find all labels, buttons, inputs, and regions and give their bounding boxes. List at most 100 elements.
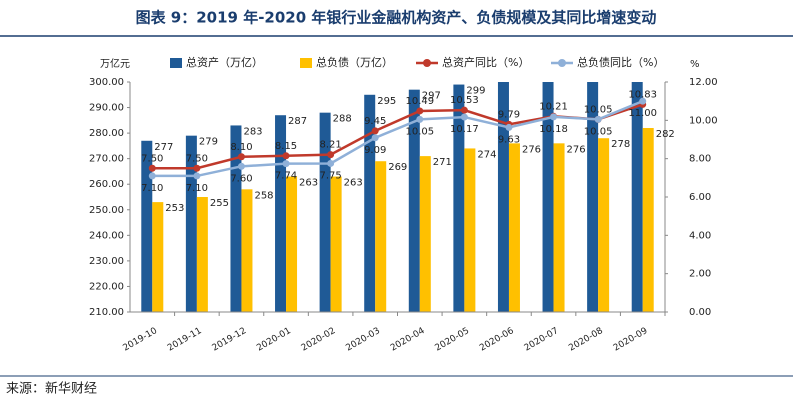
value-label: 282 xyxy=(656,129,675,140)
bar xyxy=(631,82,643,312)
point xyxy=(148,164,156,172)
bar xyxy=(141,140,153,312)
y-tick-label: 250.00 xyxy=(89,205,124,216)
bar xyxy=(497,82,509,312)
bar xyxy=(553,143,565,312)
value-label: 7.74 xyxy=(275,171,297,182)
bar xyxy=(330,176,342,312)
point xyxy=(193,164,201,172)
value-label: 263 xyxy=(299,178,318,189)
value-label: 7.75 xyxy=(319,170,341,181)
value-label: 253 xyxy=(165,203,184,214)
point xyxy=(148,172,156,180)
value-label: 8.15 xyxy=(275,141,297,152)
line xyxy=(152,100,644,178)
bar xyxy=(542,82,554,312)
bar xyxy=(319,112,331,312)
value-label: 255 xyxy=(210,198,229,209)
bar xyxy=(185,135,197,312)
y2-tick-label: 6.00 xyxy=(689,192,711,203)
legend-label: 总资产同比（%） xyxy=(442,55,529,69)
x-tick-label: 2020-08 xyxy=(567,326,605,354)
x-tick-label: 2020-05 xyxy=(434,326,472,353)
value-label: 277 xyxy=(154,142,173,153)
point xyxy=(550,113,558,121)
point xyxy=(371,134,379,142)
point xyxy=(282,152,290,160)
value-label: 287 xyxy=(288,116,307,127)
point xyxy=(416,115,424,123)
value-label: 299 xyxy=(466,86,485,97)
y2-tick-label: 2.00 xyxy=(689,269,711,280)
value-label: 297 xyxy=(422,91,441,102)
value-label: 283 xyxy=(243,126,262,137)
point xyxy=(193,172,201,180)
value-label: 10.05 xyxy=(405,126,434,137)
value-label: 10.05 xyxy=(584,104,613,115)
value-label: 9.09 xyxy=(364,145,386,156)
y-tick-label: 300.00 xyxy=(89,77,124,88)
y-tick-label: 280.00 xyxy=(89,128,124,139)
value-label: 10.49 xyxy=(405,96,434,107)
bar xyxy=(364,94,376,312)
point xyxy=(327,159,335,167)
bar xyxy=(286,176,298,312)
x-tick-label: 2019-10 xyxy=(121,326,159,354)
x-tick-label: 2020-06 xyxy=(478,326,516,354)
value-label: 7.10 xyxy=(186,183,208,194)
value-label: 271 xyxy=(433,157,452,168)
y2-tick-label: 8.00 xyxy=(689,154,711,165)
x-tick-label: 2020-03 xyxy=(344,326,382,353)
point xyxy=(460,113,468,121)
bar xyxy=(419,156,431,312)
point xyxy=(594,115,602,123)
y-tick-label: 290.00 xyxy=(89,103,124,114)
value-label: 10.53 xyxy=(450,95,479,106)
value-label: 263 xyxy=(344,178,363,189)
x-tick-label: 2020-09 xyxy=(612,326,650,354)
bar xyxy=(408,89,420,312)
value-label: 9.45 xyxy=(364,116,386,127)
y2-tick-label: 0.00 xyxy=(689,307,711,318)
bar xyxy=(275,115,287,312)
value-label: 7.50 xyxy=(186,153,208,164)
bar xyxy=(598,138,610,312)
value-label: 279 xyxy=(199,137,218,148)
value-label: 10.05 xyxy=(584,126,613,137)
legend-marker xyxy=(423,59,431,67)
value-label: 8.21 xyxy=(319,140,341,151)
bar xyxy=(453,84,465,312)
y2-tick-label: 10.00 xyxy=(689,115,718,126)
point xyxy=(505,123,513,131)
legend-swatch xyxy=(300,58,312,68)
bar xyxy=(152,202,164,312)
legend-label: 总负债（万亿） xyxy=(316,55,393,69)
value-label: 258 xyxy=(254,190,273,201)
value-label: 274 xyxy=(477,149,496,160)
value-label: 276 xyxy=(522,144,541,155)
value-label: 10.21 xyxy=(539,101,568,112)
bar xyxy=(508,143,520,312)
x-tick-label: 2020-02 xyxy=(300,326,338,353)
value-label: 10.18 xyxy=(539,124,568,135)
value-label: 9.63 xyxy=(498,134,520,145)
value-label: 8.10 xyxy=(230,142,252,153)
value-label: 278 xyxy=(611,139,630,150)
legend-label: 总负债同比（%） xyxy=(577,55,664,69)
y-tick-label: 230.00 xyxy=(89,256,124,267)
point xyxy=(327,151,335,159)
value-label: 276 xyxy=(567,144,586,155)
value-label: 288 xyxy=(333,114,352,125)
point xyxy=(237,162,245,170)
y2-tick-label: 4.00 xyxy=(689,230,711,241)
x-tick-label: 2019-11 xyxy=(166,326,204,353)
legend-marker xyxy=(558,59,566,67)
value-label: 295 xyxy=(377,96,396,107)
bar xyxy=(230,125,242,312)
bar xyxy=(375,161,387,312)
value-label: 7.50 xyxy=(141,153,163,164)
value-label: 10.17 xyxy=(450,124,479,135)
bar xyxy=(196,197,208,312)
x-tick-label: 2019-12 xyxy=(211,326,249,353)
y2-tick-label: 12.00 xyxy=(689,77,718,88)
